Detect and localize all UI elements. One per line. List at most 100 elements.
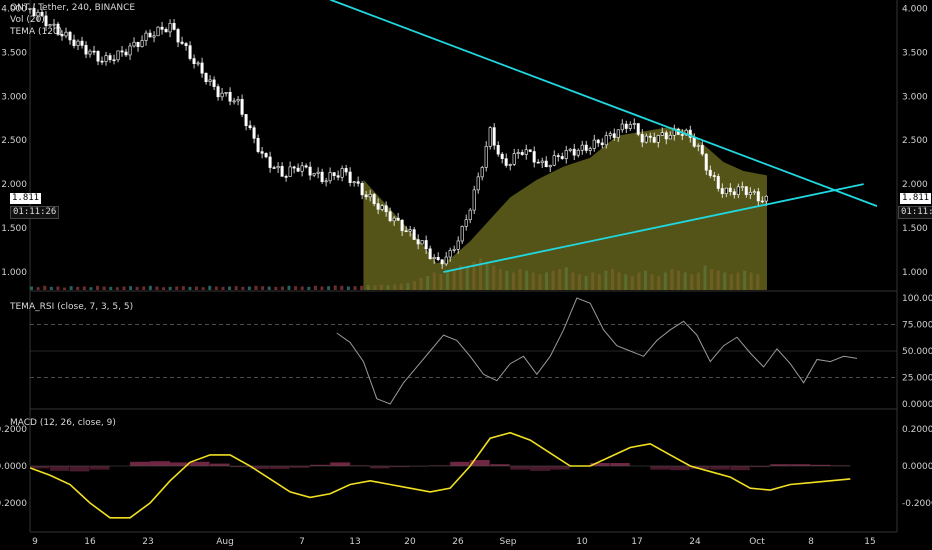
candle-body <box>200 62 204 74</box>
candle-body <box>600 142 604 146</box>
candle-body <box>476 176 480 191</box>
macd-histogram <box>90 466 111 470</box>
candle-body <box>652 137 656 143</box>
macd-histogram <box>550 466 571 470</box>
macd-histogram <box>810 464 831 466</box>
candle-body <box>204 72 208 82</box>
volume-bar <box>261 286 265 290</box>
candle-body <box>484 146 488 168</box>
volume-bar <box>307 286 311 290</box>
price-legend: ONT / Tether, 240, BINANCE Vol (20) TEMA… <box>10 2 135 38</box>
time-tick: 20 <box>404 537 416 547</box>
candle-body <box>256 138 260 152</box>
volume-bar <box>294 286 298 290</box>
candle-body <box>748 192 752 195</box>
candle-body <box>640 134 644 143</box>
candle-body <box>440 259 444 265</box>
macd-legend: MACD (12, 26, close, 9) <box>10 418 116 428</box>
macd-histogram <box>650 466 671 470</box>
candle-body <box>432 257 436 260</box>
volume-bar <box>234 286 238 290</box>
candle-body <box>244 114 248 126</box>
macd-histogram <box>250 466 271 469</box>
volume-bar <box>142 286 146 290</box>
candle-body <box>596 139 600 144</box>
candle-body <box>508 164 512 166</box>
candle-body <box>248 125 252 129</box>
candle-body <box>192 58 196 65</box>
candle-body <box>156 26 160 37</box>
candle-body <box>280 166 284 177</box>
candle-body <box>364 194 368 198</box>
volume-bar <box>221 286 225 290</box>
candle-body <box>700 145 704 155</box>
candle-body <box>532 151 536 163</box>
candle-body <box>548 164 552 168</box>
volume-bar <box>102 286 106 290</box>
candle-body <box>712 175 716 177</box>
rsi-tick: 100.0000 <box>902 294 932 304</box>
candle-body <box>556 155 560 157</box>
candle-body <box>68 31 72 41</box>
price-tick-right: 2.000 <box>902 180 928 190</box>
volume-bar <box>63 287 67 290</box>
candle-body <box>408 229 412 232</box>
rsi-tick: 0.0000 <box>902 400 932 410</box>
candle-body <box>608 133 612 136</box>
candle-body <box>328 172 332 182</box>
candle-body <box>724 187 728 195</box>
candle-body <box>336 175 340 178</box>
macd-histogram <box>230 466 251 468</box>
main-legend: ONT / Tether, 240, BINANCE <box>10 3 136 13</box>
candle-body <box>252 127 256 139</box>
candle-body <box>384 205 388 213</box>
macd-histogram <box>790 464 811 466</box>
volume-bar <box>333 285 337 290</box>
candle-body <box>332 172 336 176</box>
candle-body <box>688 129 692 138</box>
price-tick-right: 4.000 <box>902 4 928 14</box>
time-tick: 15 <box>864 537 875 547</box>
volume-bar <box>162 287 166 290</box>
candle-body <box>104 55 108 62</box>
candle-body <box>112 59 116 62</box>
candle-body <box>136 41 140 47</box>
price-tick-right: 1.000 <box>902 268 928 278</box>
countdown-tag-left: 01:11:26 <box>10 206 60 219</box>
volume-bar <box>168 286 172 290</box>
candle-body <box>584 144 588 151</box>
candle-body <box>56 23 60 35</box>
macd-histogram <box>670 466 691 471</box>
price-tick-left: 1.500 <box>1 224 27 234</box>
candle-body <box>48 24 52 27</box>
candle-body <box>288 166 292 177</box>
candle-body <box>696 145 700 147</box>
macd-fill <box>829 465 851 480</box>
volume-bar <box>115 287 119 290</box>
volume-bar <box>287 285 291 290</box>
candle-body <box>28 8 32 10</box>
price-tick-right: 1.500 <box>902 224 928 234</box>
candle-body <box>100 60 104 63</box>
volume-bar <box>300 286 304 290</box>
candle-body <box>216 86 220 98</box>
candle-body <box>492 127 496 146</box>
candle-body <box>728 187 732 192</box>
macd-fill <box>509 435 531 467</box>
candle-body <box>604 135 608 146</box>
candle-body <box>80 40 84 46</box>
volume-bar <box>353 286 357 290</box>
volume-bar <box>195 286 199 290</box>
macd-histogram <box>30 466 51 469</box>
candle-body <box>560 156 564 159</box>
candle-body <box>468 209 472 221</box>
candle-body <box>228 92 232 102</box>
price-tick-left: 4.000 <box>1 4 27 14</box>
time-tick: Oct <box>749 537 765 547</box>
candle-body <box>144 32 148 41</box>
macd-histogram <box>170 462 191 466</box>
volume-bar <box>129 286 133 290</box>
volume-bar <box>313 285 317 290</box>
candle-body <box>388 211 392 222</box>
